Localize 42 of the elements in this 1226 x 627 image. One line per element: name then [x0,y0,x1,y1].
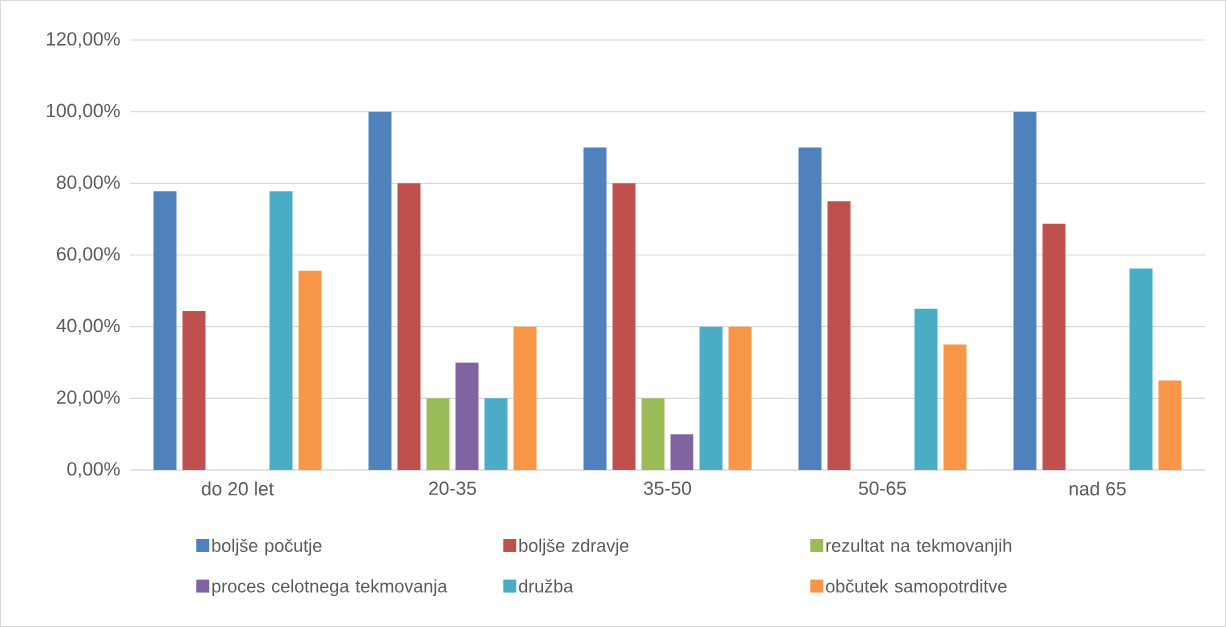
bar [1158,380,1182,470]
bar [368,111,392,470]
bar [583,147,607,470]
bar [298,270,322,470]
bar [612,183,636,470]
bar [426,398,450,470]
bar [798,147,822,470]
y-tick-label: 20,00% [56,390,120,407]
bar [943,344,967,470]
bar [699,326,723,470]
bar [182,310,206,470]
x-tick-label: 50-65 [858,481,906,495]
bar [269,191,293,470]
bar [670,434,694,470]
y-tick-label: 80,00% [56,175,120,192]
bar [455,362,479,470]
legend-label: proces celotnega tekmovanja [212,579,448,597]
x-tick-label: do 20 let [201,481,274,496]
legend-label: rezultat na tekmovanjih [826,538,1012,556]
legend-label: družba [519,579,574,593]
bar [153,191,177,470]
bar [1013,111,1037,470]
legend-label: boljše zdravje [519,538,629,556]
x-tick-label: nad 65 [1069,481,1126,496]
y-tick-label: 120,00% [46,32,120,48]
y-tick-label: 40,00% [56,318,120,335]
x-tick-label: 20-35 [429,481,476,495]
y-tick-label: 100,00% [46,103,120,120]
bar [1042,223,1066,470]
bar [484,398,508,470]
bar [513,326,537,470]
x-tick-label: 35-50 [643,481,692,495]
bar [827,201,851,470]
bar [1129,268,1153,470]
legend-label: občutek samopotrditve [826,579,1007,597]
y-tick-label: 60,00% [56,247,120,263]
legend-label: boljše počutje [212,538,322,556]
bar [641,398,665,470]
bar [397,183,421,470]
y-tick-label: 0,00% [67,462,120,478]
bar [728,326,752,470]
bar [914,308,938,470]
